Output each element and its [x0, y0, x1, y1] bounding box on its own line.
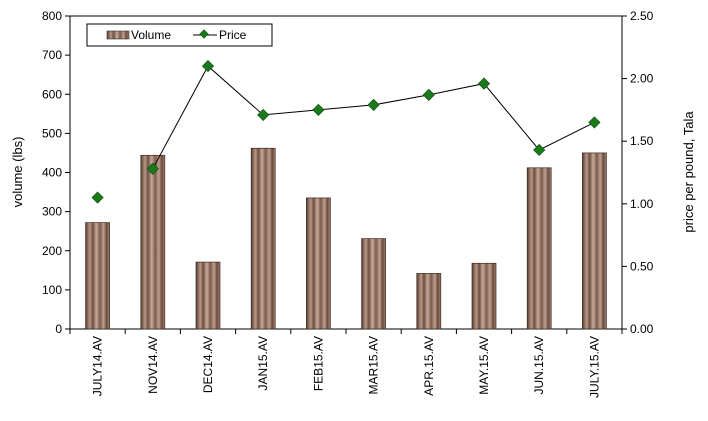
legend-frame	[86, 23, 273, 47]
y-axis-label: volume (lbs)	[10, 137, 25, 208]
x-tick-label: FEB15.AV	[311, 336, 325, 391]
legend-price-label: Price	[219, 28, 247, 42]
y2-axis-label: price per pound, Tala	[681, 111, 696, 233]
volume-bars	[85, 147, 607, 330]
y-tick-label: 800	[42, 9, 62, 23]
x-tick-label: JULY.15.AV	[587, 336, 601, 398]
x-tick-label: APR.15.AV	[422, 336, 436, 396]
price-marker	[91, 191, 104, 204]
volume-bar	[140, 154, 166, 330]
y2-tick-label: 2.50	[630, 9, 654, 23]
x-tick-label: MAR15.AV	[367, 336, 381, 394]
y2-tick-label: 1.00	[630, 197, 654, 211]
y2-tick-label: 0.00	[630, 322, 654, 336]
price-marker	[588, 116, 601, 129]
volume-bar	[250, 147, 276, 330]
volume-bar	[471, 262, 497, 330]
volume-bar	[582, 152, 607, 330]
y-tick-label: 700	[42, 48, 62, 62]
volume-bar	[195, 261, 221, 330]
legend-price-marker	[199, 29, 209, 39]
legend: Volume Price	[86, 23, 273, 47]
axes: 0 100 200 300 400 500 600 700 800 0.00 0.50 1.00 1.5…	[42, 9, 654, 398]
y-tick-label: 400	[42, 166, 62, 180]
price-marker	[257, 108, 270, 121]
x-tick-label: JUN.15.AV	[532, 336, 546, 394]
price-marker	[477, 77, 491, 90]
y-tick-label: 100	[42, 283, 62, 297]
price-marker	[367, 98, 380, 111]
price-marker	[312, 103, 325, 116]
legend-volume-swatch	[106, 30, 130, 40]
price-marker	[533, 143, 546, 157]
y-tick-label: 600	[42, 87, 62, 101]
price-series-line	[152, 65, 595, 169]
x-tick-label: JAN15.AV	[256, 336, 270, 390]
x-tick-label: MAY.15.AV	[477, 336, 491, 395]
volume-bar	[85, 222, 110, 330]
volume-bar	[416, 273, 442, 330]
y-tick-label: 500	[42, 126, 62, 140]
y2-tick-label: 2.00	[630, 72, 654, 86]
x-tick-label: JULY14.AV	[91, 336, 105, 396]
y-tick-label: 0	[55, 322, 62, 336]
y2-tick-label: 0.50	[630, 259, 654, 273]
legend-volume-label: Volume	[131, 28, 171, 42]
y2-tick-label: 1.50	[630, 134, 654, 148]
y-tick-label: 200	[42, 244, 62, 258]
volume-bar	[361, 238, 386, 330]
price-marker	[201, 59, 215, 73]
y-tick-label: 300	[42, 205, 62, 219]
price-markers	[91, 59, 601, 204]
x-tick-label: NOV14.AV	[146, 336, 160, 394]
price-marker	[146, 162, 159, 175]
price-marker	[422, 88, 435, 101]
x-tick-label: DEC14.AV	[201, 336, 215, 393]
volume-bar	[306, 197, 331, 330]
volume-bar	[526, 167, 552, 330]
price-line	[152, 65, 595, 169]
